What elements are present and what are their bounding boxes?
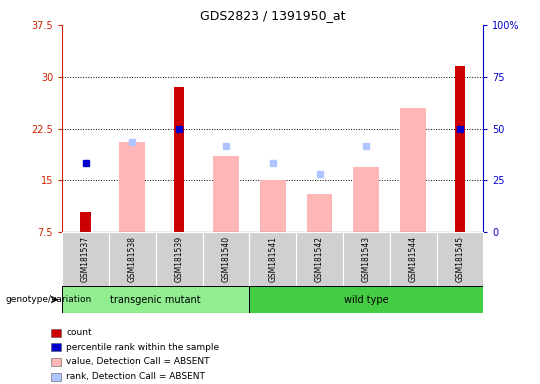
Text: value, Detection Call = ABSENT: value, Detection Call = ABSENT <box>66 358 210 366</box>
Text: GSM181541: GSM181541 <box>268 236 277 282</box>
Bar <box>202 232 249 286</box>
Text: GSM181538: GSM181538 <box>128 236 137 282</box>
Bar <box>249 286 483 313</box>
Bar <box>174 87 184 232</box>
Bar <box>343 232 390 286</box>
Bar <box>213 156 239 232</box>
Bar <box>51 329 61 337</box>
Bar <box>109 232 156 286</box>
Text: GSM181537: GSM181537 <box>81 236 90 282</box>
Bar <box>119 142 145 232</box>
Text: wild type: wild type <box>344 295 389 305</box>
Text: transgenic mutant: transgenic mutant <box>110 295 201 305</box>
Bar <box>296 232 343 286</box>
Bar <box>400 108 426 232</box>
Bar <box>390 232 436 286</box>
Text: genotype/variation: genotype/variation <box>5 295 92 304</box>
Bar <box>353 167 379 232</box>
Text: GSM181539: GSM181539 <box>174 236 184 282</box>
Bar <box>51 358 61 366</box>
Text: GSM181545: GSM181545 <box>455 236 464 282</box>
Bar <box>51 343 61 351</box>
Text: GSM181544: GSM181544 <box>409 236 417 282</box>
Bar <box>307 194 333 232</box>
Bar <box>62 232 109 286</box>
Bar <box>249 232 296 286</box>
Bar <box>80 212 91 232</box>
Title: GDS2823 / 1391950_at: GDS2823 / 1391950_at <box>200 9 346 22</box>
Text: percentile rank within the sample: percentile rank within the sample <box>66 343 220 351</box>
Bar <box>455 66 465 232</box>
Text: GSM181540: GSM181540 <box>221 236 231 282</box>
Bar <box>51 373 61 381</box>
Text: GSM181543: GSM181543 <box>362 236 371 282</box>
Text: GSM181542: GSM181542 <box>315 236 324 282</box>
Bar <box>260 180 286 232</box>
Bar <box>156 232 202 286</box>
Bar <box>436 232 483 286</box>
Text: count: count <box>66 328 92 337</box>
Text: rank, Detection Call = ABSENT: rank, Detection Call = ABSENT <box>66 372 205 381</box>
Bar <box>62 286 249 313</box>
